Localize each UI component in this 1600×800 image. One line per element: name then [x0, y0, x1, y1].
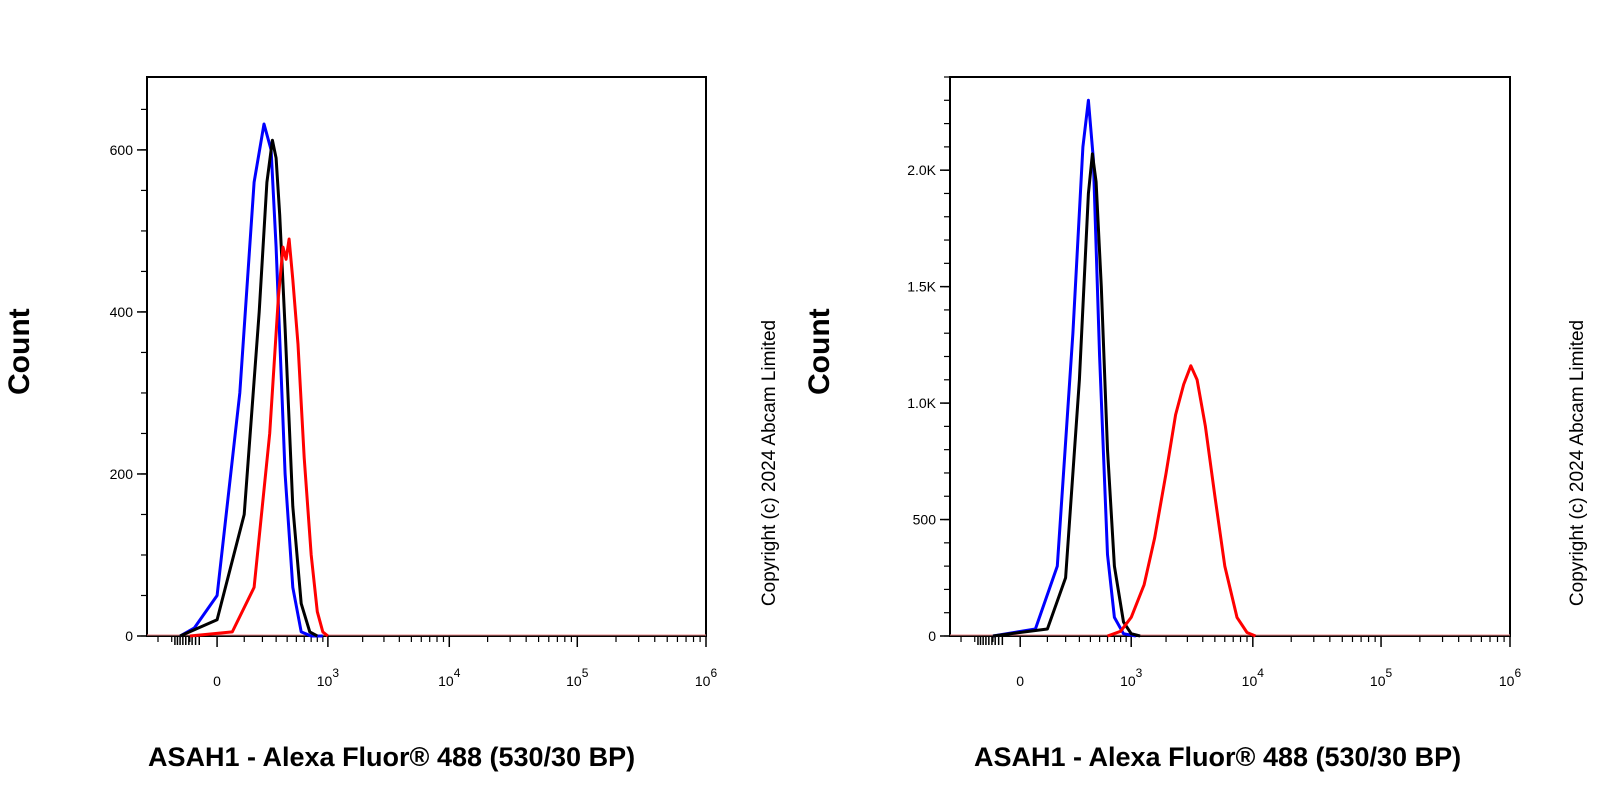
x-tick-label: 104 — [438, 666, 461, 689]
plot-frame — [949, 76, 1511, 637]
x-tick-base: 10 — [1370, 673, 1386, 689]
x-tick-label: 106 — [1499, 666, 1522, 689]
series-line-1 — [179, 138, 319, 638]
x-tick-exponent: 3 — [1136, 666, 1143, 680]
x-tick-exponent: 3 — [332, 666, 339, 680]
y-tick-label: 1.5K — [907, 279, 936, 295]
y-tick-label: 0 — [125, 628, 133, 644]
x-tick-base: 10 — [1120, 673, 1136, 689]
x-tick-exponent: 4 — [454, 666, 461, 680]
x-tick-base: 10 — [1242, 673, 1258, 689]
x-tick-base: 10 — [1499, 673, 1515, 689]
y-tick-label: 200 — [110, 466, 134, 482]
x-tick-base: 0 — [213, 673, 221, 689]
y-tick-label: 0 — [928, 628, 936, 644]
x-tick-base: 10 — [695, 673, 711, 689]
x-tick-base: 0 — [1016, 673, 1024, 689]
series-line-2 — [189, 237, 329, 638]
plot-frame — [146, 76, 707, 637]
copyright-left: Copyright (c) 2024 Abcam Limited — [759, 319, 780, 607]
x-tick-label: 0 — [1016, 673, 1024, 689]
series-line-0 — [992, 98, 1137, 638]
y-tick-label: 600 — [110, 142, 134, 158]
x-tick-base: 10 — [438, 673, 454, 689]
y-axis-label-right: Count — [803, 308, 836, 395]
x-tick-exponent: 5 — [582, 666, 589, 680]
x-tick-exponent: 6 — [710, 666, 717, 680]
x-tick-label: 103 — [1120, 666, 1143, 689]
x-tick-base: 10 — [317, 673, 333, 689]
y-tick-label: 1.0K — [907, 395, 936, 411]
x-axis-label-right: ASAH1 - Alexa Fluor® 488 (530/30 BP) — [974, 742, 1462, 772]
y-tick-label: 2.0K — [907, 162, 936, 178]
x-tick-exponent: 6 — [1514, 666, 1521, 680]
x-tick-label: 106 — [695, 666, 718, 689]
y-tick-label: 400 — [110, 304, 134, 320]
copyright-right: Copyright (c) 2024 Abcam Limited — [1567, 319, 1588, 607]
x-tick-base: 10 — [566, 673, 582, 689]
x-tick-exponent: 4 — [1257, 666, 1264, 680]
x-axis-label-left: ASAH1 - Alexa Fluor® 488 (530/30 BP) — [148, 742, 636, 772]
x-tick-label: 104 — [1242, 666, 1265, 689]
x-tick-label: 105 — [566, 666, 589, 689]
x-tick-label: 103 — [317, 666, 340, 689]
x-tick-label: 0 — [213, 673, 221, 689]
series-line-2 — [1106, 364, 1257, 638]
series-line-1 — [992, 152, 1141, 638]
x-tick-label: 105 — [1370, 666, 1393, 689]
y-axis-label-left: Count — [3, 308, 36, 395]
y-tick-label: 500 — [913, 512, 937, 528]
x-tick-exponent: 5 — [1385, 666, 1392, 680]
